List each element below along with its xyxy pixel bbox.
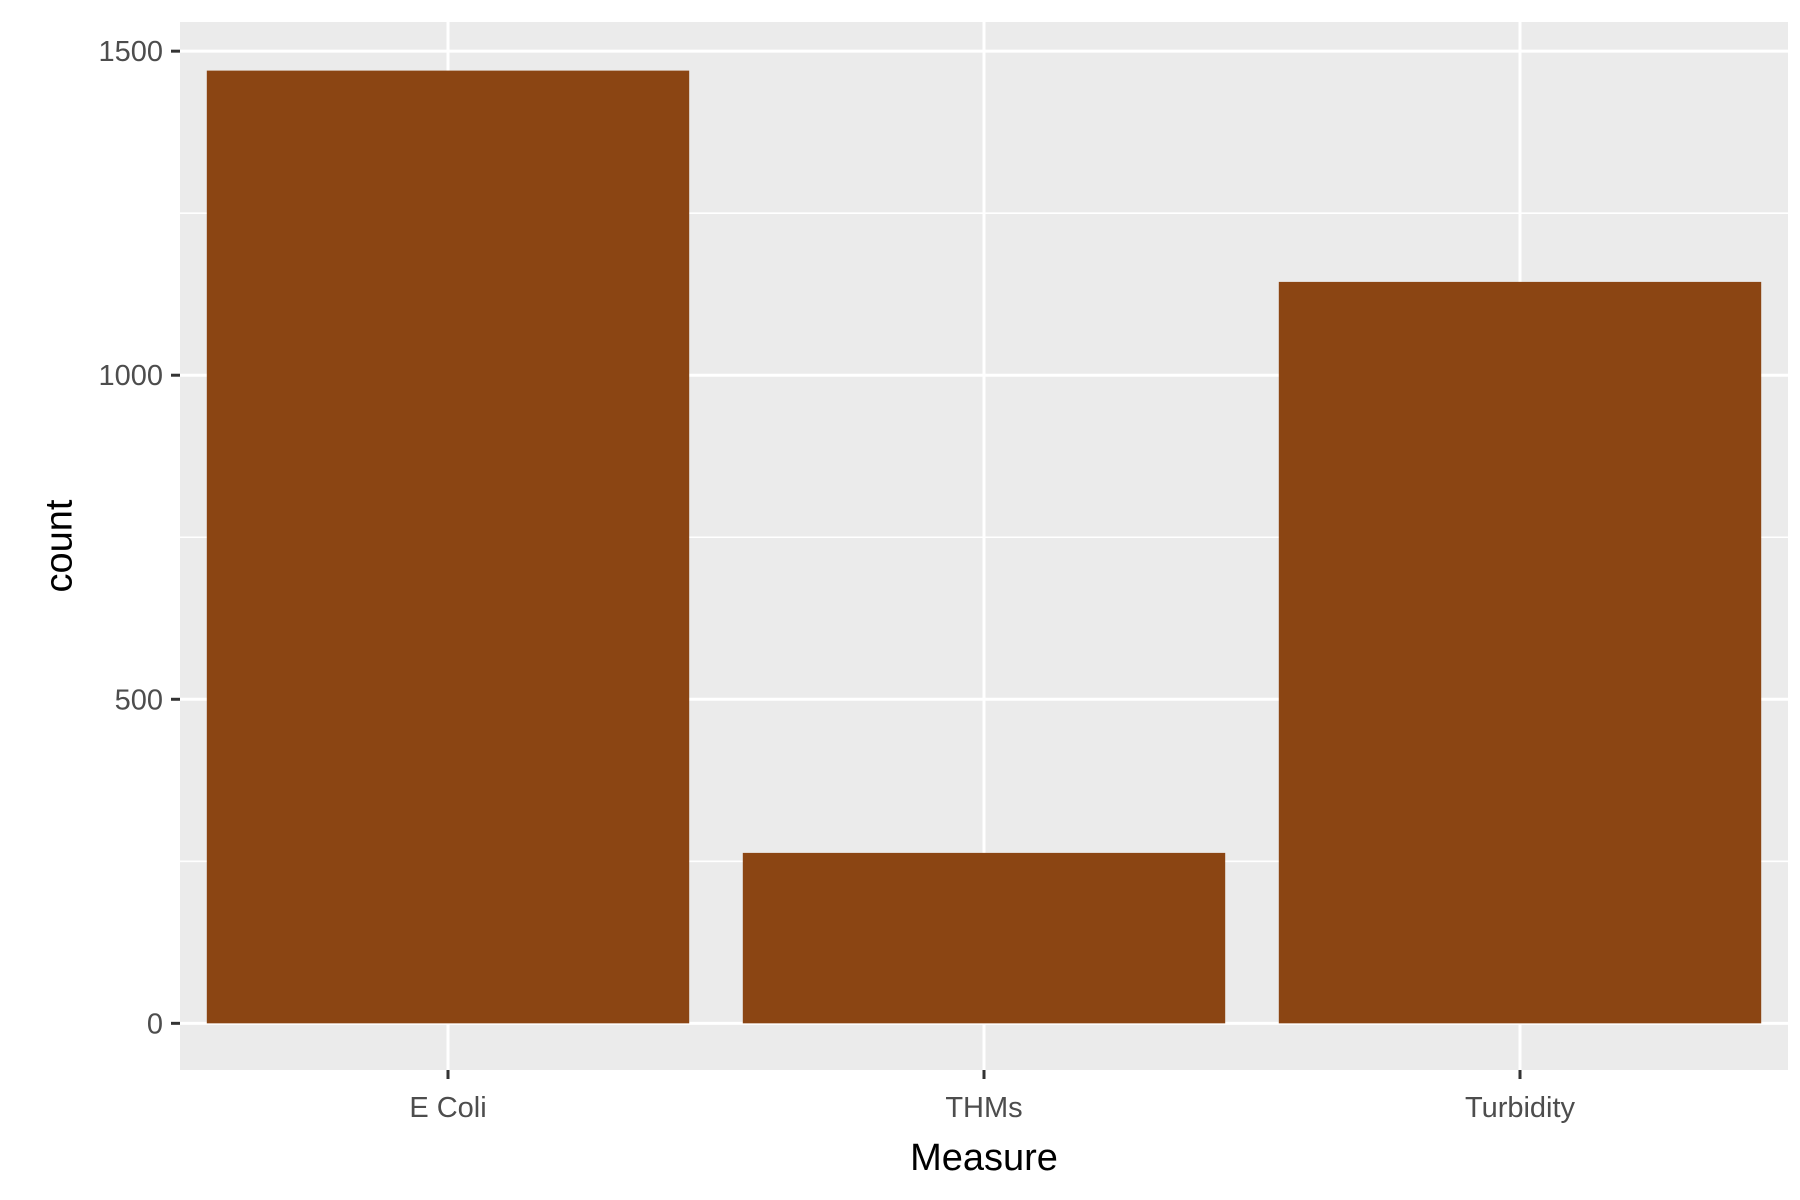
y-tick-label: 0	[147, 1008, 163, 1040]
y-axis-title: count	[38, 499, 80, 592]
y-axis: 0 500 1000 1500	[98, 36, 180, 1040]
x-axis-title: Measure	[910, 1137, 1058, 1179]
x-tick-label: Turbidity	[1465, 1092, 1576, 1124]
y-tick-label: 500	[115, 684, 163, 716]
x-axis: E Coli THMs Turbidity	[409, 1070, 1576, 1124]
y-tick-label: 1000	[98, 360, 163, 392]
bar-e-coli	[206, 70, 690, 1024]
bars	[206, 70, 1762, 1024]
bar-turbidity	[1278, 281, 1762, 1024]
bar-thms	[742, 852, 1226, 1024]
x-tick-label: E Coli	[409, 1092, 486, 1124]
x-tick-label: THMs	[945, 1092, 1022, 1124]
y-tick-label: 1500	[98, 36, 163, 68]
